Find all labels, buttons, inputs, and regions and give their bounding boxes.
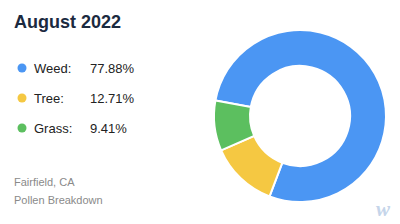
- legend-label: Weed:: [34, 61, 71, 76]
- legend-dot: [18, 64, 27, 73]
- background: [0, 0, 400, 224]
- donut: [214, 30, 386, 202]
- subtitle: Pollen Breakdown: [14, 194, 103, 206]
- title: August 2022: [14, 12, 121, 32]
- legend: Weed: 77.88% Tree: 12.71% Grass: 9.41%: [18, 61, 135, 136]
- legend-value: 9.41%: [90, 121, 127, 136]
- legend-label: Grass:: [34, 121, 72, 136]
- legend-dot: [18, 94, 27, 103]
- chart-container: August 2022 Fairfield, CA Pollen Breakdown…: [0, 0, 400, 224]
- legend-value: 12.71%: [90, 91, 135, 106]
- donut-slice: [214, 101, 254, 151]
- chart-svg: August 2022 Fairfield, CA Pollen Breakdown…: [0, 0, 400, 224]
- subtitle: Fairfield, CA: [14, 176, 75, 188]
- legend-value: 77.88%: [90, 61, 135, 76]
- watermark: w: [376, 197, 391, 221]
- legend-dot: [18, 124, 27, 133]
- legend-label: Tree:: [34, 91, 64, 106]
